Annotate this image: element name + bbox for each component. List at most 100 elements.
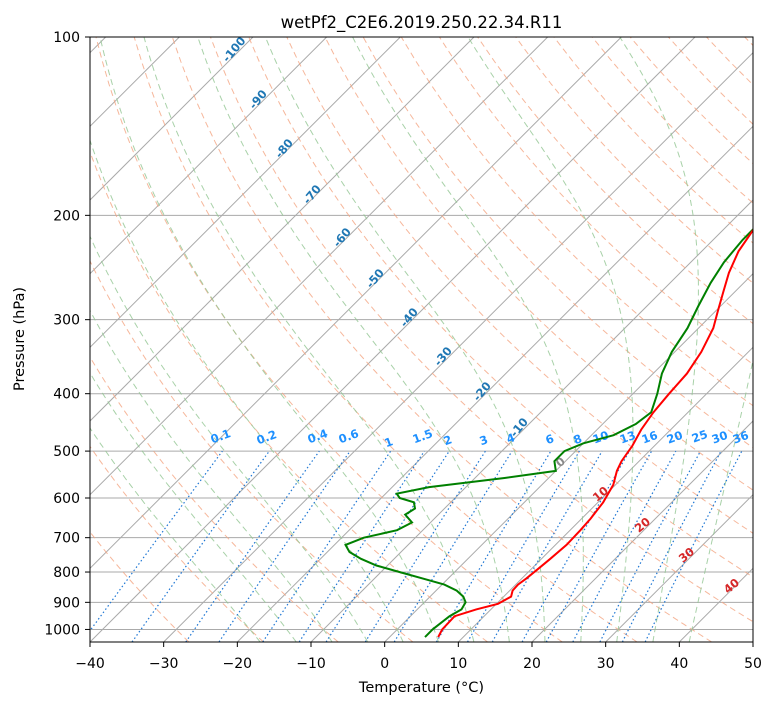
x-tick-label: −40 (75, 656, 105, 672)
isotherm-line (90, 37, 696, 642)
x-axis-title: Temperature (°C) (358, 680, 484, 696)
moist-adiabat-label: -60 (330, 225, 354, 250)
isotherm-line (90, 37, 254, 201)
dewpoint-line (344, 228, 753, 638)
dry-adiabats (90, 37, 753, 642)
mixing-ratio-line (325, 450, 450, 642)
y-tick-label: 900 (53, 595, 80, 611)
isotherm-line (605, 493, 753, 642)
dry-adiabat-line (515, 37, 753, 284)
mixing-ratio-label: 1 (382, 434, 394, 450)
moist-adiabats (90, 37, 753, 642)
plot-area: 0.1 0.2 0.4 0.6 1 1.5 2 3 4 6 8 10 13 16 20 25 30 36-100-… (90, 34, 753, 642)
dry-adiabat-line (90, 531, 190, 642)
moist-adiabat-label: -80 (272, 136, 296, 161)
mixing-ratio-label: 13 (618, 428, 638, 447)
moist-adiabat-line (90, 138, 404, 642)
dry-adiabat-label: 20 (632, 514, 653, 535)
y-tick-label: 100 (53, 30, 80, 46)
y-axis-ticks: 100 200 300 400 500 600 700 800 900 1000 (44, 30, 90, 638)
mixing-ratio-line (521, 450, 631, 642)
isotherm-grid (90, 37, 753, 642)
x-tick-label: 50 (744, 656, 762, 672)
y-tick-label: 400 (53, 387, 80, 403)
mixing-ratio-line (218, 450, 351, 642)
moist-adiabat-label: -100 (219, 34, 248, 65)
moist-adiabat-label: -90 (246, 87, 270, 112)
x-tick-label: −30 (149, 656, 179, 672)
moist-adiabat-line (99, 37, 439, 642)
mixing-ratio-line (185, 450, 320, 642)
dry-adiabat-line (90, 150, 488, 642)
dry-adiabat-line (706, 37, 753, 86)
mixing-ratio-label: 2 (441, 432, 453, 448)
mixing-ratio-lines (90, 450, 743, 642)
isotherm-line (90, 37, 475, 422)
mixing-ratio-label: 36 (731, 428, 751, 447)
mixing-ratio-line (262, 450, 392, 642)
mixing-ratio-label: 25 (690, 427, 710, 446)
dry-adiabat-line (744, 37, 753, 47)
mixing-ratio-line (90, 450, 223, 632)
x-tick-label: 20 (523, 656, 541, 672)
mixing-ratio-label: 16 (640, 428, 660, 447)
y-tick-label: 500 (53, 444, 80, 460)
isobar-grid (90, 37, 753, 630)
chart-title: wetPf2_C2E6.2019.250.22.34.R11 (281, 13, 563, 33)
isotherm-line (90, 37, 549, 496)
moist-adiabat-line (688, 357, 753, 642)
x-tick-label: −10 (296, 656, 326, 672)
x-tick-label: 10 (449, 656, 467, 672)
dry-adiabat-label: 30 (676, 544, 697, 565)
mixing-ratio-label: 1.5 (411, 426, 435, 446)
mixing-ratio-label: 3 (477, 432, 489, 448)
y-tick-label: 800 (53, 565, 80, 581)
mixing-ratio-label: 0.4 (306, 426, 330, 446)
x-tick-label: −20 (223, 656, 253, 672)
y-tick-label: 700 (53, 531, 80, 547)
plot-frame (89, 36, 754, 643)
moist-adiabat-line (264, 37, 546, 642)
isotherm-line (90, 37, 622, 570)
mixing-ratio-label: 10 (591, 428, 611, 447)
isotherm-line (90, 37, 401, 349)
x-tick-label: 40 (670, 656, 688, 672)
y-tick-label: 1000 (44, 622, 80, 638)
isotherm-line (457, 346, 753, 642)
mixing-ratio-label: 0.1 (209, 426, 233, 446)
dry-adiabat-line (90, 356, 339, 642)
moist-adiabat-line (90, 235, 369, 642)
mixing-ratio-line (393, 450, 513, 642)
moist-adiabat-line (90, 309, 333, 642)
dry-adiabat-line (248, 37, 753, 578)
isotherm-line (236, 125, 753, 642)
moist-adiabat-label: -30 (431, 344, 455, 369)
dry-adiabat-line (133, 37, 638, 642)
mixing-ratio-line (364, 450, 486, 642)
dry-adiabat-line (553, 37, 753, 244)
moist-adiabat-label: -20 (470, 379, 494, 404)
moist-adiabat-line (143, 37, 475, 642)
mixing-ratio-line (644, 450, 743, 642)
moist-adiabat-label: -70 (300, 182, 324, 207)
temperature-line (437, 228, 753, 638)
mixing-ratio-label: 20 (665, 428, 685, 447)
moist-adiabat-label: -40 (397, 305, 421, 330)
y-tick-label: 200 (53, 208, 80, 224)
moist-adiabat-line (352, 37, 584, 642)
mixing-ratio-label: 30 (710, 428, 730, 447)
moist-adiabat-line (467, 37, 634, 642)
mixing-ratio-label: 0.2 (255, 427, 279, 447)
dry-adiabat-line (90, 259, 414, 642)
x-tick-label: 30 (597, 656, 615, 672)
dry-adiabat-line (210, 37, 753, 623)
mixing-ratio-line (572, 450, 677, 642)
dry-adiabat-label: 40 (721, 575, 742, 596)
mixing-ratio-line (545, 450, 653, 642)
dry-adiabat-line (171, 37, 712, 642)
moist-adiabat-label: -50 (363, 266, 387, 291)
isotherm-line (90, 37, 328, 275)
mixing-ratio-line (298, 450, 425, 642)
moist-adiabat-line (90, 371, 297, 642)
